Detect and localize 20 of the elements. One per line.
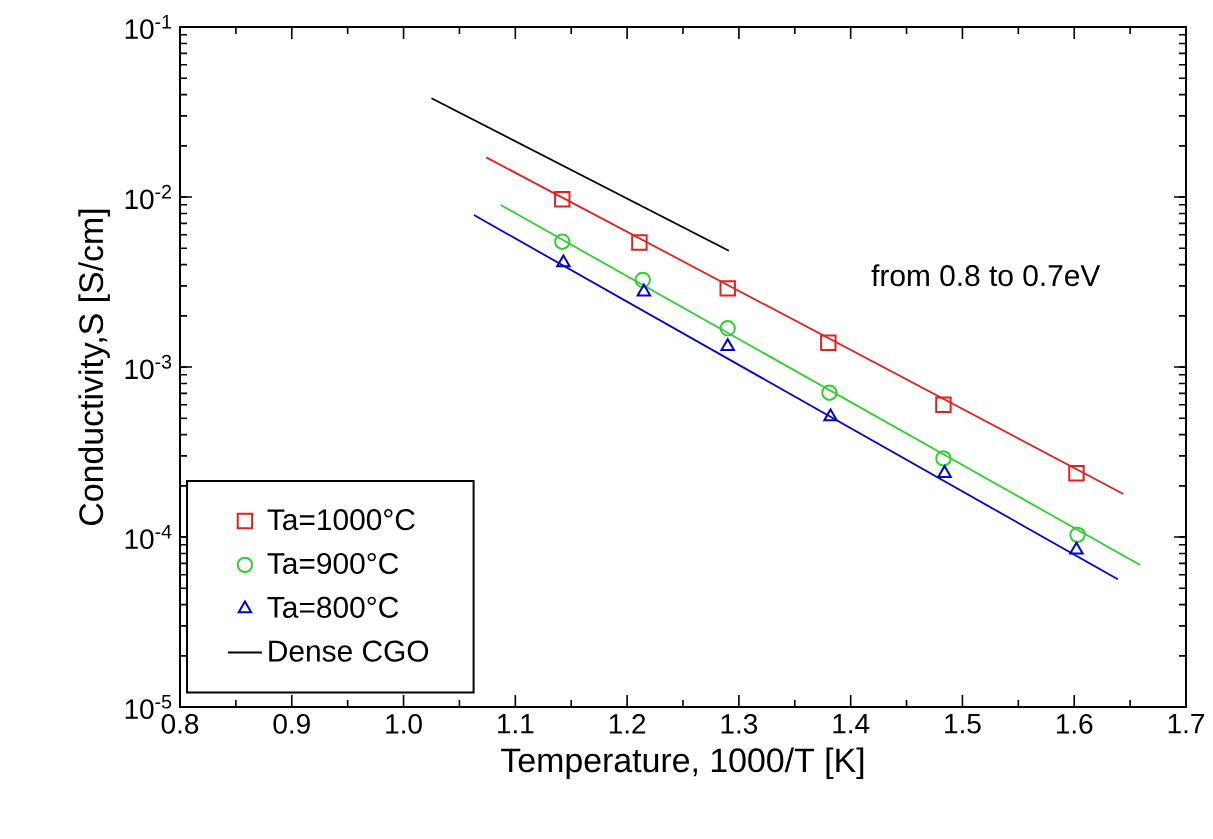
x-tick-label: 1.0 [386,714,422,734]
x-axis-title: Temperature, 1000/T [K] [501,747,864,780]
y-tick-label: 10$^{-1}$ [125,14,172,40]
x-tick-label: 1.4 [833,714,870,734]
x-tick-label: 1.1 [498,714,534,734]
x-tick-label: 0.9 [273,714,310,734]
legend-label: Ta=1000°C [267,509,415,531]
y-axis-title: Conductivity,S [S/cm] [78,209,110,525]
legend-label: Dense CGO [269,640,429,662]
legend-label: Ta=800°C [267,596,399,618]
x-tick-label: 1.5 [945,714,981,734]
legend-label: Ta=900°C [267,552,399,575]
x-tick-label: 1.2 [609,714,646,734]
y-tick-label: 10$^{-4}$ [125,524,172,550]
annotation: from 0.8 to 0.7eV [871,264,1101,287]
y-tick-label: 10$^{-2}$ [125,184,171,210]
x-tick-label: 1.6 [1056,714,1093,734]
x-tick-label: 1.3 [721,714,758,734]
y-tick-label: 10$^{-3}$ [125,354,172,380]
x-tick-label: 1.7 [1168,714,1204,734]
